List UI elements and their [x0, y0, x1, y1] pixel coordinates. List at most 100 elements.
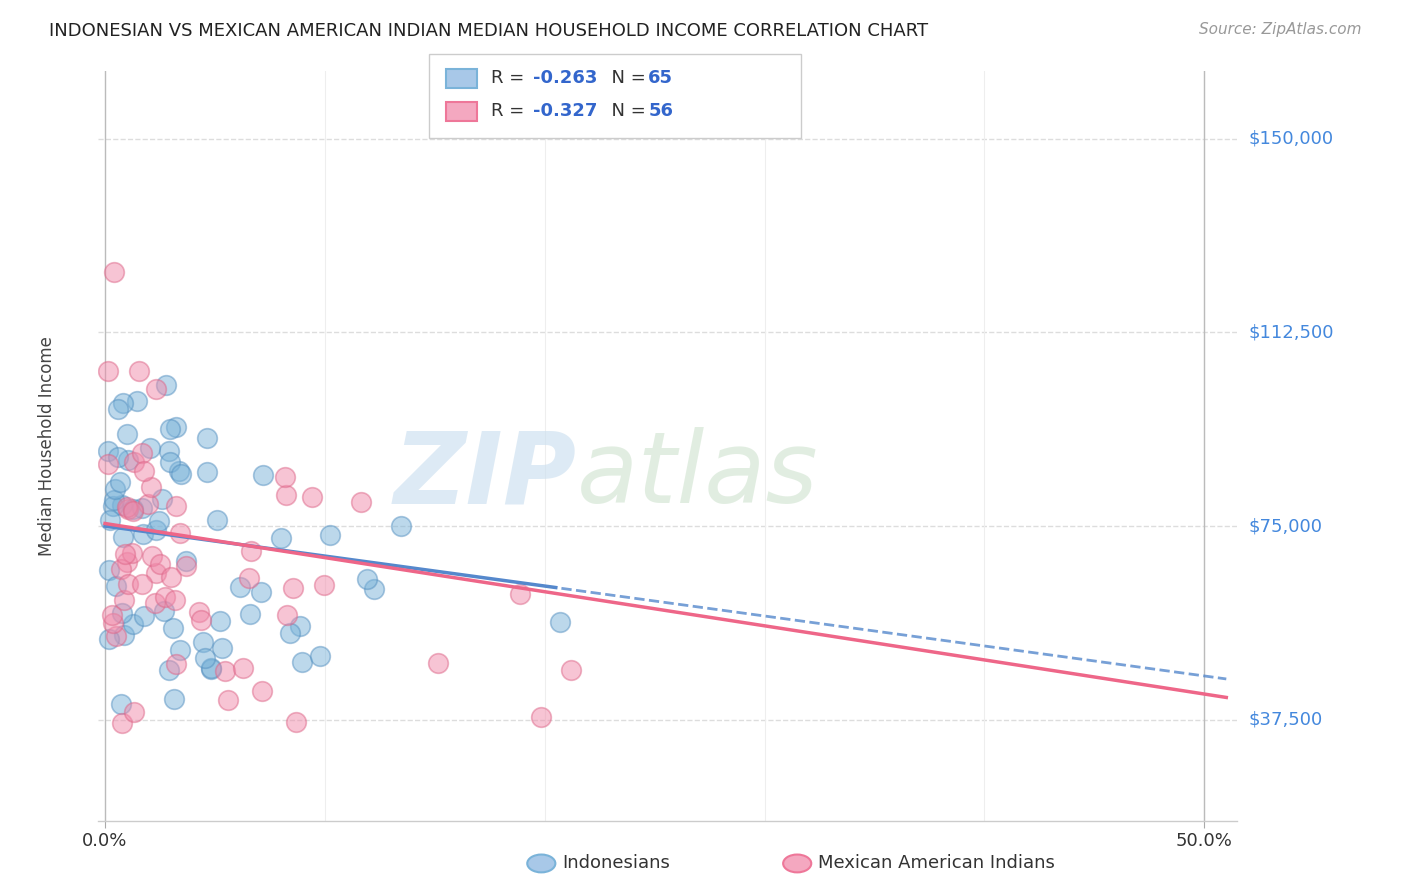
Point: [97, 632, 120, 647]
Point: [103, 483, 125, 497]
Point: [169, 526, 191, 541]
Point: [110, 562, 132, 576]
Point: [214, 664, 236, 678]
Point: [309, 648, 332, 663]
Point: [117, 576, 139, 591]
Text: -0.327: -0.327: [533, 103, 598, 120]
Point: [132, 609, 155, 624]
Text: atlas: atlas: [576, 427, 818, 524]
Text: $37,500: $37,500: [1249, 711, 1323, 729]
Point: [104, 629, 127, 643]
Text: 65: 65: [648, 70, 673, 87]
Point: [121, 546, 143, 560]
Point: [195, 431, 218, 445]
Point: [200, 662, 222, 676]
Point: [193, 635, 215, 649]
Point: [101, 607, 124, 622]
Text: N =: N =: [600, 70, 652, 87]
Point: [218, 693, 240, 707]
Point: [155, 378, 177, 392]
Point: [239, 607, 262, 621]
Point: [96, 457, 118, 471]
Point: [141, 549, 163, 563]
Point: [208, 615, 231, 629]
Point: [165, 593, 187, 607]
Point: [127, 393, 149, 408]
Point: [114, 547, 136, 561]
Point: [165, 657, 187, 671]
Text: $75,000: $75,000: [1249, 517, 1323, 535]
Point: [124, 455, 146, 469]
Point: [314, 577, 336, 591]
Point: [150, 492, 173, 507]
Point: [187, 605, 209, 619]
Point: [153, 604, 176, 618]
Point: [131, 501, 153, 516]
Point: [301, 490, 323, 504]
Text: R =: R =: [491, 103, 530, 120]
Point: [165, 419, 187, 434]
Point: [141, 480, 163, 494]
Point: [107, 401, 129, 416]
Point: [157, 444, 180, 458]
Point: [207, 513, 229, 527]
Text: Source: ZipAtlas.com: Source: ZipAtlas.com: [1198, 22, 1361, 37]
Point: [157, 663, 180, 677]
Point: [560, 663, 582, 677]
Point: [101, 616, 124, 631]
Point: [145, 566, 167, 580]
Point: [148, 514, 170, 528]
Point: [288, 618, 311, 632]
Point: [115, 500, 138, 514]
Point: [98, 564, 121, 578]
Point: [155, 591, 177, 605]
Point: [276, 607, 298, 622]
Point: [165, 499, 187, 513]
Point: [169, 643, 191, 657]
Point: [159, 422, 181, 436]
Point: [117, 426, 139, 441]
Point: [529, 709, 551, 723]
Point: [548, 615, 571, 629]
Text: ZIP: ZIP: [394, 427, 576, 524]
Point: [98, 513, 121, 527]
Point: [128, 364, 150, 378]
Text: 56: 56: [648, 103, 673, 120]
Point: [356, 572, 378, 586]
Point: [117, 452, 139, 467]
Point: [97, 363, 120, 377]
Point: [389, 518, 412, 533]
Point: [110, 475, 132, 489]
Point: [103, 265, 125, 279]
Point: [200, 661, 222, 675]
Text: $112,500: $112,500: [1249, 323, 1334, 342]
Point: [163, 691, 186, 706]
Point: [284, 715, 307, 730]
Point: [103, 492, 125, 507]
Point: [509, 586, 531, 600]
Point: [162, 621, 184, 635]
Point: [122, 616, 145, 631]
Point: [111, 715, 134, 730]
Point: [136, 497, 159, 511]
Point: [169, 464, 191, 478]
Point: [176, 554, 198, 568]
Point: [319, 527, 342, 541]
Point: [145, 523, 167, 537]
Point: [281, 581, 304, 595]
Point: [117, 502, 139, 516]
Point: [110, 697, 132, 711]
Text: Median Household Income: Median Household Income: [38, 336, 56, 556]
Text: INDONESIAN VS MEXICAN AMERICAN INDIAN MEDIAN HOUSEHOLD INCOME CORRELATION CHART: INDONESIAN VS MEXICAN AMERICAN INDIAN ME…: [49, 22, 928, 40]
Text: N =: N =: [600, 103, 652, 120]
Point: [131, 576, 153, 591]
Point: [291, 655, 314, 669]
Point: [122, 706, 145, 720]
Point: [274, 470, 297, 484]
Point: [238, 571, 260, 585]
Point: [117, 555, 139, 569]
Point: [112, 593, 135, 607]
Point: [122, 502, 145, 516]
Point: [111, 530, 134, 544]
Point: [143, 596, 166, 610]
